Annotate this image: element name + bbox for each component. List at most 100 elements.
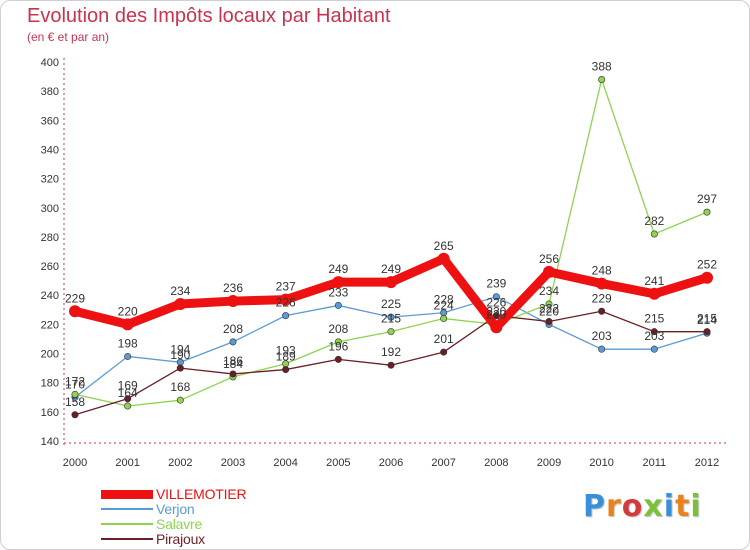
data-point-villemotier [69,305,81,318]
legend-swatch [101,508,153,510]
legend-item: Salavre [101,516,203,532]
data-label-verjon: 214 [697,313,717,327]
data-point-pirajoux [334,355,342,363]
data-label-pirajoux: 215 [697,312,717,326]
data-point-villemotier [701,271,713,284]
x-tick-label: 2006 [379,457,403,469]
legend-item: Verjon [101,501,195,517]
logo-letter: i [663,489,676,524]
data-point-verjon [598,345,606,353]
data-label-pirajoux: 169 [118,379,138,393]
data-point-villemotier [437,252,450,265]
x-tick-label: 2009 [537,457,561,469]
data-label-salavre: 282 [644,214,664,228]
data-point-salavre [176,396,184,404]
x-tick-label: 2004 [273,457,297,469]
data-label-salavre: 164 [118,386,138,400]
legend-label: Verjon [156,501,195,517]
data-label-verjon: 228 [434,293,454,307]
legend-label: Salavre [156,516,203,532]
data-label-villemotier: 229 [65,291,85,305]
data-point-salavre [598,75,606,83]
data-point-pirajoux [229,370,237,378]
data-point-pirajoux [387,361,395,369]
data-label-villemotier: 237 [276,280,296,294]
legend-swatch [101,523,153,525]
y-tick-label: 380 [41,86,59,98]
data-point-pirajoux [703,328,711,336]
data-point-villemotier [279,293,292,306]
x-tick-label: 2007 [431,457,455,469]
data-label-salavre: 215 [381,312,401,326]
data-label-villemotier: 248 [592,264,612,278]
data-point-verjon [124,352,132,360]
y-tick-label: 260 [41,261,59,273]
x-tick-label: 2011 [643,457,667,469]
data-point-salavre [124,402,132,410]
data-label-pirajoux: 201 [434,332,454,346]
data-point-pirajoux [492,312,500,320]
y-tick-label: 240 [41,290,59,302]
data-point-villemotier [543,265,555,278]
data-point-pirajoux [124,395,132,403]
data-point-verjon [229,338,237,346]
y-tick-label: 220 [41,319,59,331]
x-tick-label: 2003 [221,457,245,469]
data-label-verjon: 203 [644,329,664,343]
data-label-pirajoux: 196 [328,339,348,353]
data-point-pirajoux [282,366,290,374]
data-point-salavre [334,338,342,346]
logo-letter: r [606,489,622,524]
y-tick-label: 340 [41,144,59,156]
brand-logo: Proxiti [583,489,702,524]
x-tick-label: 2005 [326,457,350,469]
legend-label: Pirajoux [156,531,205,547]
data-point-villemotier [648,287,661,300]
data-label-verjon: 226 [276,296,296,310]
y-tick-label: 200 [41,349,59,361]
data-label-salavre: 184 [223,357,243,371]
data-point-verjon [282,312,290,320]
data-point-verjon [492,293,500,301]
x-tick-label: 2000 [63,457,87,469]
legend-swatch [101,489,153,499]
data-label-villemotier: 249 [328,262,348,276]
data-point-villemotier [490,321,503,334]
data-label-salavre: 208 [328,322,348,336]
data-label-villemotier: 241 [644,274,664,288]
data-point-villemotier [332,276,345,289]
chart-subtitle: (en € et par an) [27,30,110,44]
data-point-pirajoux [176,364,184,372]
data-label-villemotier: 220 [118,304,138,318]
data-label-salavre: 297 [697,192,717,206]
data-point-villemotier [174,297,187,310]
data-label-villemotier: 265 [434,239,454,253]
y-tick-label: 300 [41,203,59,215]
data-label-pirajoux: 215 [644,312,664,326]
data-label-pirajoux: 186 [223,354,243,368]
data-label-verjon: 208 [223,322,243,336]
y-tick-label: 160 [41,407,59,419]
x-tick-label: 2012 [695,457,719,469]
x-tick-label: 2008 [484,457,508,469]
data-point-verjon [387,313,395,321]
data-point-salavre [440,315,448,323]
data-label-villemotier: 234 [170,284,190,298]
data-label-villemotier: 220 [486,307,506,321]
data-label-salavre: 193 [276,344,296,358]
data-point-villemotier [227,295,239,308]
data-label-pirajoux: 192 [381,345,401,359]
data-label-pirajoux: 189 [276,350,296,364]
data-label-verjon: 198 [118,336,138,350]
data-label-verjon: 225 [381,297,401,311]
data-label-salavre: 224 [434,299,454,313]
data-point-verjon [334,301,342,309]
legend-item: Pirajoux [101,531,205,547]
data-point-pirajoux [440,348,448,356]
data-point-pirajoux [598,307,606,315]
y-tick-label: 180 [41,378,59,390]
data-label-villemotier: 252 [697,258,717,272]
x-tick-label: 2002 [168,457,192,469]
